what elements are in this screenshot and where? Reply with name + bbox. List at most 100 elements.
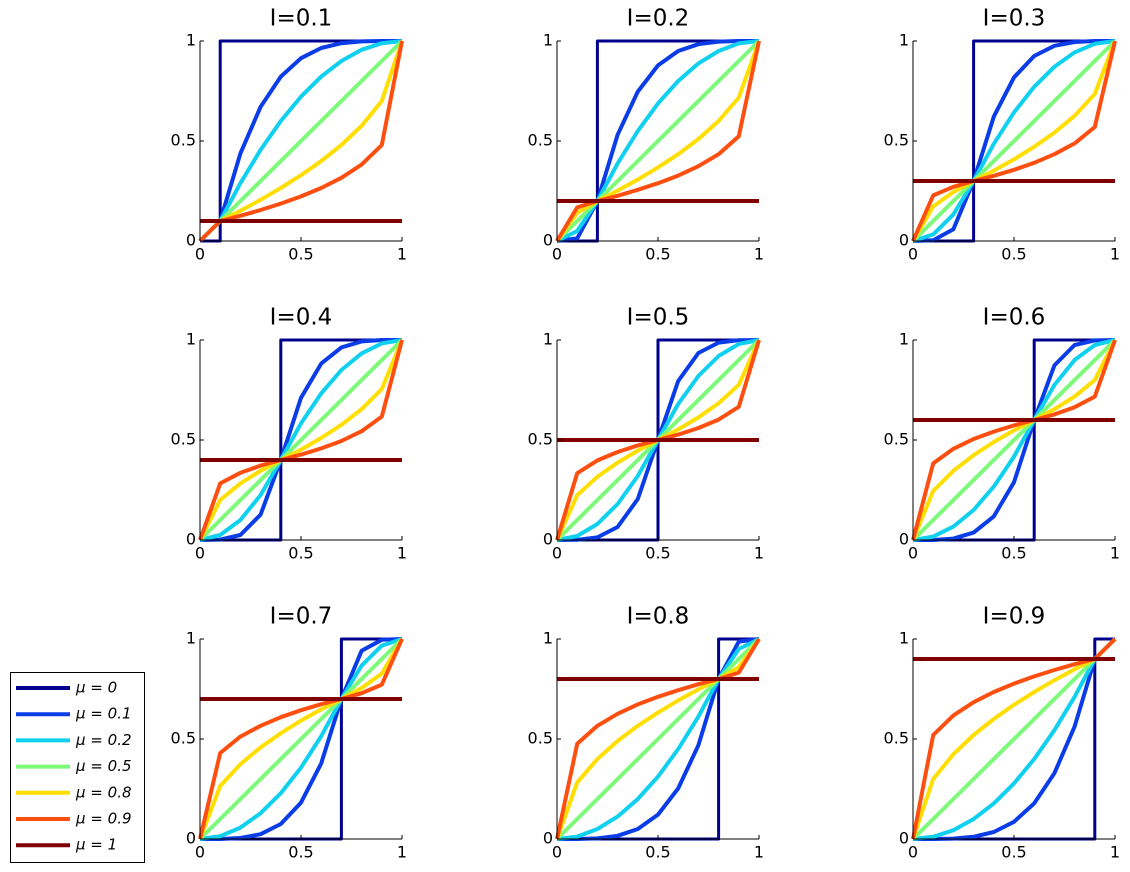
x-tick-label: 0.5 (645, 544, 670, 563)
x-tick-label: 0 (195, 843, 205, 862)
x-tick-label: 0.5 (1001, 544, 1026, 563)
legend: μ = 0 μ = 0.1 μ = 0.2 μ = 0.5 μ = 0.8 μ = 0.9… (10, 672, 145, 863)
legend-label: μ = 0.9 (75, 810, 132, 828)
series-line (198, 638, 404, 840)
legend-label: μ = 0.2 (75, 731, 132, 749)
series-line (912, 39, 1115, 243)
legend-label: μ = 0 (75, 679, 117, 697)
legend-label: μ = 1 (75, 836, 117, 854)
series-line (555, 637, 761, 841)
series-line (913, 338, 1116, 542)
y-tick-label: 0 (543, 530, 553, 549)
y-tick-label: 0.5 (528, 131, 553, 150)
x-tick-label: 0 (552, 544, 562, 563)
series-line (198, 39, 402, 243)
series-line (198, 637, 404, 841)
series-line (556, 39, 760, 243)
series-line (911, 39, 1117, 243)
y-tick-label: 0 (186, 231, 196, 250)
y-tick-label: 1 (186, 330, 196, 349)
x-tick-label: 1 (397, 843, 407, 862)
series-line (199, 637, 403, 841)
series-line (198, 39, 404, 243)
x-tick-label: 0.5 (645, 245, 670, 264)
y-tick-label: 0 (543, 829, 553, 848)
x-tick-label: 0 (195, 245, 205, 264)
series-line (198, 39, 403, 243)
y-tick-label: 0.5 (884, 729, 909, 748)
x-tick-label: 1 (754, 843, 764, 862)
legend-label: μ = 0.5 (75, 757, 132, 775)
series-line (912, 338, 1116, 542)
series-line (200, 637, 403, 841)
x-tick-label: 0.5 (1001, 843, 1026, 862)
y-tick-label: 1 (543, 330, 553, 349)
series-line (911, 637, 1117, 840)
x-tick-label: 0 (908, 544, 918, 563)
series-line (199, 338, 403, 542)
chart-title: I=0.7 (270, 604, 333, 630)
x-tick-label: 1 (1110, 544, 1120, 563)
x-tick-label: 1 (1110, 245, 1120, 264)
series-line (555, 637, 761, 840)
chart-title: I=0.3 (983, 6, 1046, 32)
y-tick-label: 0.5 (884, 430, 909, 449)
y-tick-label: 0.5 (171, 729, 196, 748)
x-tick-label: 0 (908, 245, 918, 264)
chart-title: I=0.9 (983, 604, 1046, 630)
series-line (198, 40, 404, 243)
series-line (198, 637, 404, 840)
x-tick-label: 1 (754, 544, 764, 563)
y-tick-label: 1 (543, 31, 553, 50)
x-tick-label: 0.5 (288, 544, 313, 563)
chart-title: I=0.8 (627, 604, 690, 630)
series-line (199, 338, 402, 542)
x-tick-label: 1 (397, 544, 407, 563)
y-tick-label: 1 (899, 31, 909, 50)
legend-label: μ = 0.1 (75, 705, 132, 723)
series-line (911, 40, 1117, 243)
series-line (556, 637, 760, 841)
x-tick-label: 0.5 (645, 843, 670, 862)
series-line (912, 637, 1117, 841)
series-line (555, 40, 761, 243)
series-line (198, 338, 404, 542)
chart-title: I=0.5 (627, 305, 690, 331)
y-tick-label: 1 (186, 31, 196, 50)
y-tick-label: 0 (899, 530, 909, 549)
x-tick-label: 0.5 (288, 245, 313, 264)
x-tick-label: 1 (397, 245, 407, 264)
x-tick-label: 0.5 (288, 843, 313, 862)
y-tick-label: 0.5 (528, 729, 553, 748)
series-line (912, 39, 1116, 243)
x-tick-label: 0.5 (1001, 245, 1026, 264)
series-line (911, 339, 1117, 541)
series-line (911, 637, 1117, 840)
y-tick-label: 1 (899, 330, 909, 349)
x-tick-label: 1 (1110, 843, 1120, 862)
x-tick-label: 0 (552, 843, 562, 862)
series-line (911, 40, 1117, 242)
series-line (911, 637, 1117, 841)
y-tick-label: 1 (186, 629, 196, 648)
y-tick-label: 0 (899, 829, 909, 848)
x-tick-label: 0 (195, 544, 205, 563)
series-line (911, 339, 1117, 541)
series-line (555, 39, 761, 243)
x-tick-label: 0 (552, 245, 562, 264)
chart-title: I=0.4 (270, 305, 333, 331)
legend-label: μ = 0.8 (75, 783, 132, 801)
x-tick-label: 1 (754, 245, 764, 264)
y-tick-label: 1 (543, 629, 553, 648)
series-line (198, 339, 404, 541)
series-line (198, 339, 404, 541)
y-tick-label: 0.5 (884, 131, 909, 150)
y-tick-label: 0 (186, 829, 196, 848)
y-tick-label: 0 (899, 231, 909, 250)
y-tick-label: 1 (899, 629, 909, 648)
y-tick-label: 0.5 (171, 430, 196, 449)
series-line (911, 338, 1117, 542)
chart-title: I=0.1 (270, 6, 333, 32)
series-line (198, 40, 404, 243)
